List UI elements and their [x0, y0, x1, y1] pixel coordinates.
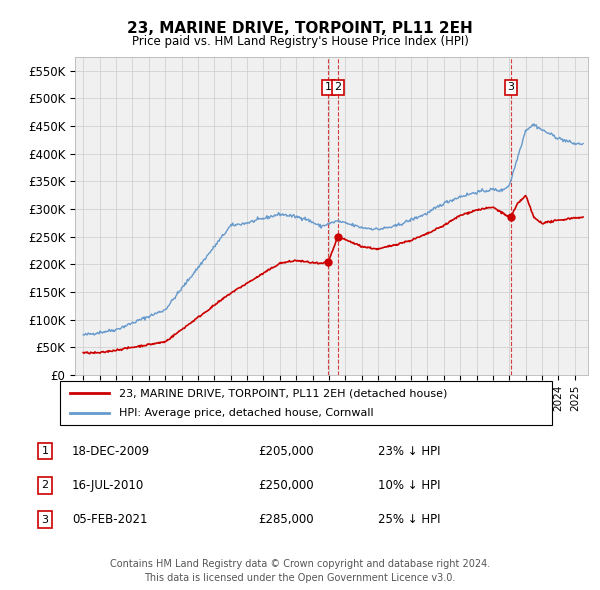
Text: Price paid vs. HM Land Registry's House Price Index (HPI): Price paid vs. HM Land Registry's House …	[131, 35, 469, 48]
Text: £250,000: £250,000	[258, 479, 314, 492]
Text: 2: 2	[41, 480, 49, 490]
Text: £285,000: £285,000	[258, 513, 314, 526]
Text: 3: 3	[508, 83, 514, 93]
Text: 23, MARINE DRIVE, TORPOINT, PL11 2EH: 23, MARINE DRIVE, TORPOINT, PL11 2EH	[127, 21, 473, 35]
Text: 16-JUL-2010: 16-JUL-2010	[72, 479, 144, 492]
Text: £205,000: £205,000	[258, 445, 314, 458]
Text: HPI: Average price, detached house, Cornwall: HPI: Average price, detached house, Corn…	[119, 408, 374, 418]
Text: 05-FEB-2021: 05-FEB-2021	[72, 513, 148, 526]
Text: 18-DEC-2009: 18-DEC-2009	[72, 445, 150, 458]
Text: 1: 1	[325, 83, 332, 93]
Text: 10% ↓ HPI: 10% ↓ HPI	[378, 479, 440, 492]
Text: Contains HM Land Registry data © Crown copyright and database right 2024.
This d: Contains HM Land Registry data © Crown c…	[110, 559, 490, 583]
Text: 23, MARINE DRIVE, TORPOINT, PL11 2EH (detached house): 23, MARINE DRIVE, TORPOINT, PL11 2EH (de…	[119, 388, 448, 398]
Text: 25% ↓ HPI: 25% ↓ HPI	[378, 513, 440, 526]
Text: 2: 2	[334, 83, 341, 93]
FancyBboxPatch shape	[60, 381, 552, 425]
Text: 3: 3	[41, 514, 49, 525]
Text: 23% ↓ HPI: 23% ↓ HPI	[378, 445, 440, 458]
Text: 1: 1	[41, 446, 49, 456]
